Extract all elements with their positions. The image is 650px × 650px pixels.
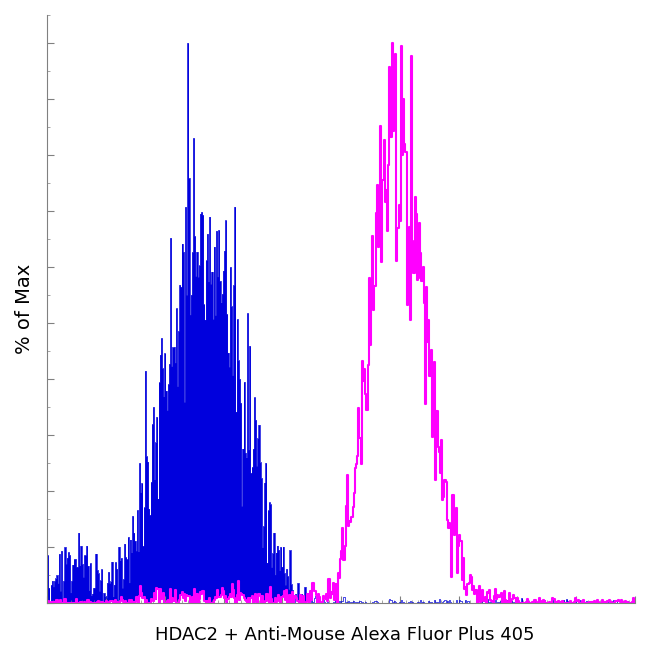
Y-axis label: % of Max: % of Max xyxy=(15,264,34,354)
Text: HDAC2 + Anti-Mouse Alexa Fluor Plus 405: HDAC2 + Anti-Mouse Alexa Fluor Plus 405 xyxy=(155,625,534,644)
